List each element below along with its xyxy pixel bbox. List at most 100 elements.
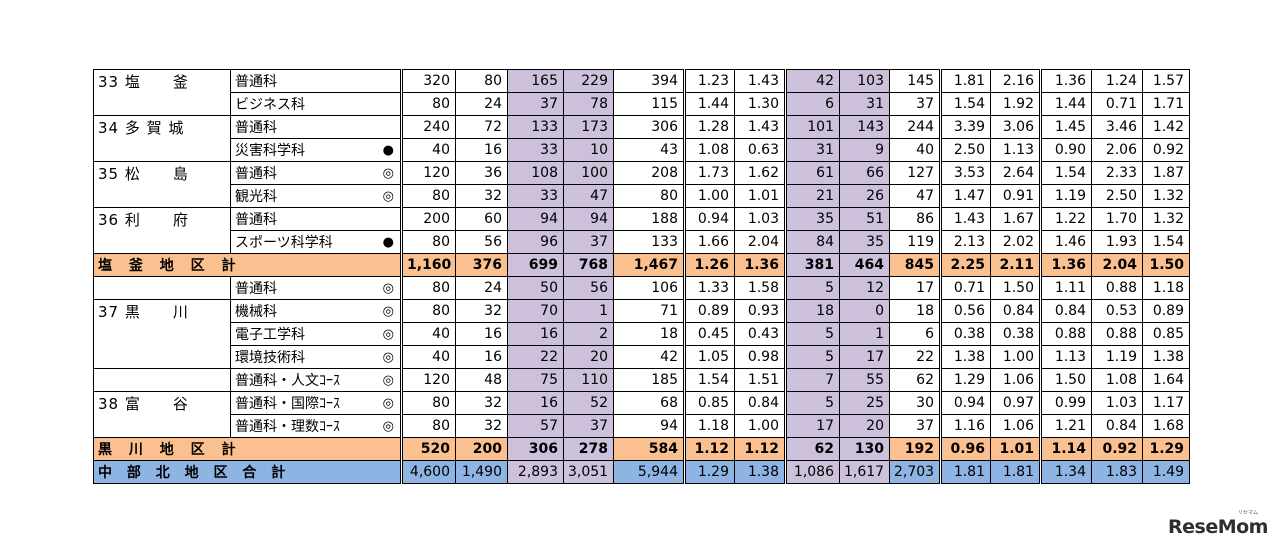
- value-cell: 21: [784, 184, 840, 208]
- value-cell: 2.02: [990, 230, 1041, 254]
- value-cell: 0.71: [1091, 92, 1143, 116]
- total-label: 中 部 北 地 区 合 計: [93, 460, 402, 484]
- value-cell: 1.54: [1142, 230, 1190, 254]
- department-cell: 普通科・理数ｺｰｽ ◎: [230, 414, 402, 438]
- total-row: 中 部 北 地 区 合 計 4,600 1,490 2,893 3,051 5,944 1.…: [93, 460, 1190, 484]
- table-row: 34 多 賀 城普通科 240 72 133 173 306 1.28 1.43 101 143 2…: [93, 115, 1190, 139]
- table-row: ビジネス科 80 24 37 78 115 1.44 1.30 6 31 37 1.54 1.92 1.4…: [93, 92, 1190, 116]
- value-cell: 0.38: [939, 322, 991, 346]
- department-name: 災害科学科: [235, 143, 305, 159]
- value-cell: 3,051: [563, 460, 614, 484]
- value-cell: 0.85: [683, 391, 735, 415]
- value-cell: 50: [507, 276, 564, 300]
- value-cell: 1.38: [734, 460, 786, 484]
- value-cell: 1.34: [1039, 460, 1092, 484]
- value-cell: 0.85: [1142, 322, 1190, 346]
- value-cell: 5,944: [613, 460, 685, 484]
- school-name-cell: [93, 230, 231, 254]
- value-cell: 1.26: [683, 253, 735, 277]
- value-cell: 33: [507, 184, 564, 208]
- value-cell: 1.14: [1039, 437, 1092, 461]
- value-cell: 1.12: [734, 437, 786, 461]
- value-cell: 192: [889, 437, 941, 461]
- department-cell: 普通科: [230, 69, 402, 93]
- value-cell: 1.18: [1142, 276, 1190, 300]
- department-name: 環境技術科: [235, 350, 305, 366]
- department-name: 普通科・国際ｺｰｽ: [235, 396, 340, 412]
- value-cell: 0.45: [683, 322, 735, 346]
- value-cell: 1.87: [1142, 161, 1190, 185]
- value-cell: 394: [613, 69, 685, 93]
- value-cell: 32: [455, 299, 508, 323]
- value-cell: 32: [455, 184, 508, 208]
- value-cell: 1.64: [1142, 368, 1190, 392]
- admissions-table: 33 塩 釜普通科 320 80 165 229 394 1.23 1.43 42 103 145 1…: [93, 69, 1190, 484]
- value-cell: 1.19: [1091, 345, 1143, 369]
- value-cell: 584: [613, 437, 685, 461]
- value-cell: 306: [507, 437, 564, 461]
- value-cell: 1.50: [1142, 253, 1190, 277]
- value-cell: 51: [839, 207, 890, 231]
- value-cell: 0.88: [1039, 322, 1092, 346]
- value-cell: 1.70: [1091, 207, 1143, 231]
- table-row: 36 利 府普通科 200 60 94 94 188 0.94 1.03 35 51 86 1.43 1…: [93, 207, 1190, 231]
- value-cell: 0.89: [683, 299, 735, 323]
- value-cell: 1.29: [939, 368, 991, 392]
- value-cell: 1: [563, 299, 614, 323]
- subtotal-row: 塩 釜 地 区 計 1,160 376 699 768 1,467 1.26 1.36 381 4…: [93, 253, 1190, 277]
- department-name: 普通科: [235, 74, 277, 90]
- value-cell: 145: [889, 69, 941, 93]
- value-cell: 3.39: [939, 115, 991, 139]
- value-cell: 36: [455, 161, 508, 185]
- table-row: 環境技術科 ◎ 40 16 22 20 42 1.05 0.98 5 17 22 1.38 1.00 1.1…: [93, 345, 1190, 369]
- value-cell: 2.16: [990, 69, 1041, 93]
- value-cell: 119: [889, 230, 941, 254]
- value-cell: 2.64: [990, 161, 1041, 185]
- value-cell: 30: [889, 391, 941, 415]
- value-cell: 1.11: [1039, 276, 1092, 300]
- value-cell: 1.46: [1039, 230, 1092, 254]
- value-cell: 1.92: [990, 92, 1041, 116]
- department-cell: 普通科・国際ｺｰｽ ◎: [230, 391, 402, 415]
- value-cell: 61: [784, 161, 840, 185]
- value-cell: 1.83: [1091, 460, 1143, 484]
- value-cell: 0.88: [1091, 276, 1143, 300]
- value-cell: 5: [784, 391, 840, 415]
- value-cell: 33: [507, 138, 564, 162]
- value-cell: 229: [563, 69, 614, 93]
- value-cell: 84: [784, 230, 840, 254]
- value-cell: 1.13: [1039, 345, 1092, 369]
- department-cell: 普通科・人文ｺｰｽ ◎: [230, 368, 402, 392]
- value-cell: 42: [784, 69, 840, 93]
- value-cell: 1.29: [683, 460, 735, 484]
- value-cell: 3.46: [1091, 115, 1143, 139]
- department-mark: ◎: [382, 418, 394, 434]
- value-cell: 100: [563, 161, 614, 185]
- value-cell: 0.97: [990, 391, 1041, 415]
- department-mark: ◎: [382, 165, 394, 181]
- value-cell: 78: [563, 92, 614, 116]
- table-row: 電子工学科 ◎ 40 16 16 2 18 0.45 0.43 5 1 6 0.38 0.38 0.88 0.…: [93, 322, 1190, 346]
- value-cell: 1.00: [990, 345, 1041, 369]
- value-cell: 200: [455, 437, 508, 461]
- value-cell: 1,617: [839, 460, 890, 484]
- value-cell: 5: [784, 345, 840, 369]
- subtotal-label: 黒 川 地 区 計: [93, 437, 402, 461]
- department-mark: ◎: [382, 372, 394, 388]
- value-cell: 0.99: [1039, 391, 1092, 415]
- value-cell: 1.62: [734, 161, 786, 185]
- department-name: 普通科: [235, 166, 277, 182]
- value-cell: 2.11: [990, 253, 1041, 277]
- value-cell: 40: [400, 322, 456, 346]
- value-cell: 2,893: [507, 460, 564, 484]
- value-cell: 1.38: [939, 345, 991, 369]
- value-cell: 768: [563, 253, 614, 277]
- value-cell: 1.01: [734, 184, 786, 208]
- value-cell: 0.94: [939, 391, 991, 415]
- department-cell: ビジネス科: [230, 92, 402, 116]
- department-mark: ◎: [382, 280, 394, 296]
- value-cell: 1.44: [1039, 92, 1092, 116]
- school-name-cell: 37 黒 川: [93, 299, 231, 323]
- value-cell: 18: [613, 322, 685, 346]
- value-cell: 1.81: [990, 460, 1041, 484]
